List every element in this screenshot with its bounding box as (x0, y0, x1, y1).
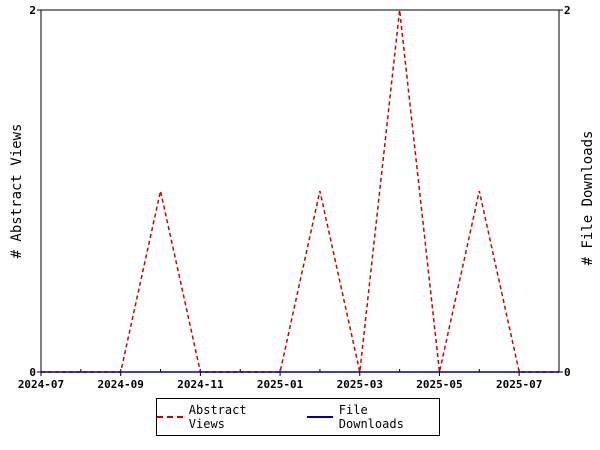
legend-swatch-file-downloads (307, 416, 333, 418)
x-tick-label: 2025-05 (416, 378, 462, 391)
legend-item-abstract-views: Abstract Views (157, 403, 289, 431)
series-layer (41, 9, 559, 373)
x-tick-label: 2025-03 (337, 378, 383, 391)
y-axis-title-right: # File Downloads (580, 131, 596, 266)
legend-label-abstract-views: Abstract Views (188, 403, 247, 431)
y-ticks: 0 2 0 2 (29, 4, 570, 379)
x-tick-label: 2025-01 (257, 378, 304, 391)
x-ticks: 2024-07 2024-09 2024-11 2025-01 2025-03 2025-… (18, 369, 560, 391)
x-tick-label: 2024-11 (177, 378, 224, 391)
y-axis-title-left: # Abstract Views (9, 124, 25, 259)
y-right-tick-label: 0 (564, 366, 571, 379)
legend: Abstract Views File Downloads (156, 398, 440, 436)
x-tick-label: 2024-09 (98, 378, 144, 391)
y-right-tick-label: 2 (564, 4, 571, 17)
plot-frame (40, 9, 560, 373)
legend-label-file-downloads: File Downloads (338, 403, 404, 431)
y-left-tick-label: 0 (29, 366, 36, 379)
legend-item-file-downloads: File Downloads (307, 403, 439, 431)
series-line-abstract-views (41, 9, 559, 373)
y-left-tick-label: 2 (29, 4, 36, 17)
legend-swatch-abstract-views (157, 416, 183, 418)
x-tick-label: 2024-07 (18, 378, 64, 391)
x-tick-label: 2025-07 (496, 378, 542, 391)
